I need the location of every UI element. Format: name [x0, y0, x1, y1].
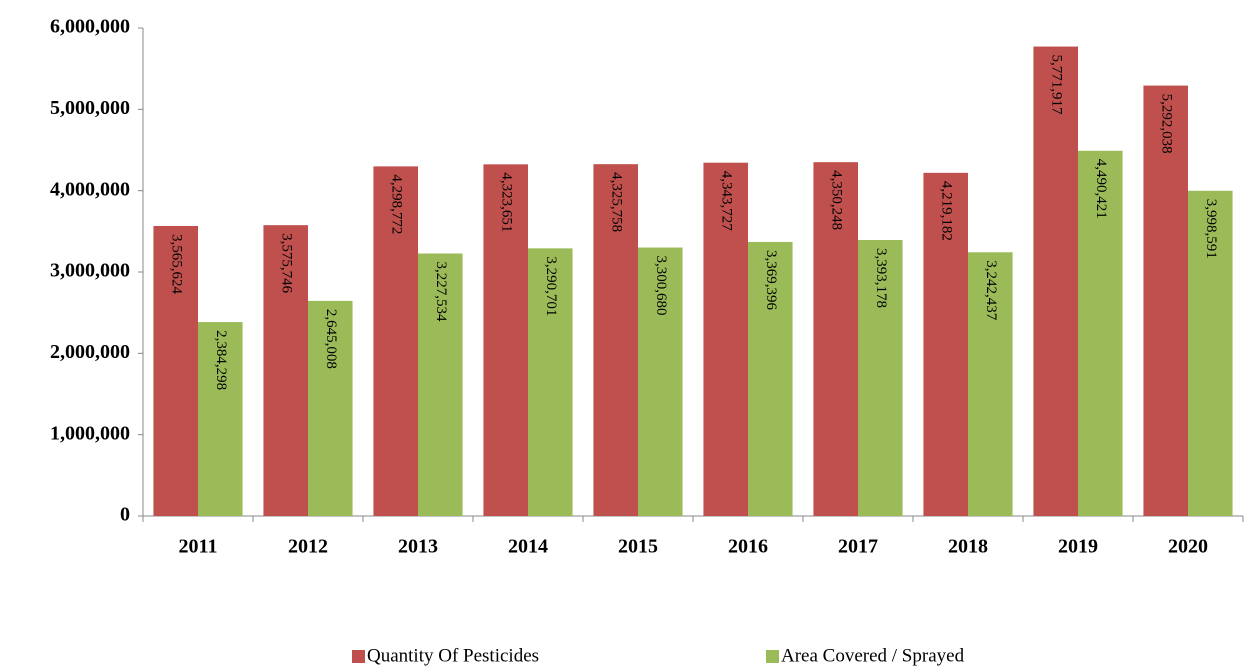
bar [813, 162, 858, 517]
value-label: 4,323,651 [498, 172, 514, 232]
bar [1078, 150, 1123, 516]
x-tick-label: 2013 [398, 536, 438, 558]
bar [703, 162, 748, 516]
legend-label: Area Covered / Sprayed [781, 645, 965, 666]
bar [968, 252, 1013, 516]
value-label: 2,384,298 [213, 330, 229, 390]
y-tick-label: 4,000,000 [50, 178, 130, 200]
value-label: 3,290,701 [543, 256, 559, 316]
y-tick-label: 0 [120, 504, 130, 526]
bar [198, 322, 243, 516]
bar [153, 225, 198, 516]
x-tick-label: 2012 [288, 536, 328, 558]
x-tick-label: 2016 [728, 536, 768, 558]
x-tick-label: 2020 [1168, 536, 1208, 558]
bar [638, 247, 683, 517]
bar [528, 248, 573, 516]
value-label: 2,645,008 [323, 309, 339, 369]
value-label: 3,393,178 [873, 248, 889, 308]
value-label: 4,298,772 [388, 174, 404, 234]
x-tick-label: 2014 [508, 536, 548, 558]
value-label: 4,350,248 [828, 170, 844, 230]
bar [373, 166, 418, 516]
value-label: 3,575,746 [278, 233, 294, 294]
x-tick-label: 2018 [948, 536, 988, 558]
bar [483, 164, 528, 516]
y-tick-label: 2,000,000 [50, 341, 130, 363]
legend-swatch [352, 650, 365, 663]
bar [1143, 85, 1188, 517]
value-label: 3,227,534 [433, 261, 449, 322]
y-tick-label: 1,000,000 [50, 422, 130, 444]
value-label: 3,242,437 [983, 260, 999, 321]
value-label: 5,771,917 [1048, 55, 1064, 116]
value-label: 3,300,680 [653, 256, 669, 316]
value-label: 3,998,591 [1203, 199, 1219, 259]
bar [593, 164, 638, 516]
bar [858, 240, 903, 516]
bar [418, 253, 463, 516]
bar [923, 172, 968, 517]
value-label: 3,369,396 [763, 250, 779, 311]
bar [1033, 46, 1078, 516]
y-tick-label: 5,000,000 [50, 97, 130, 119]
x-tick-label: 2015 [618, 536, 658, 558]
legend-label: Quantity Of Pesticides [367, 645, 539, 666]
value-label: 4,490,421 [1093, 159, 1109, 219]
value-label: 4,219,182 [938, 181, 954, 241]
x-tick-label: 2017 [838, 536, 878, 558]
legend-swatch [766, 650, 779, 663]
y-tick-label: 3,000,000 [50, 260, 130, 282]
value-label: 3,565,624 [168, 234, 184, 295]
bar [308, 300, 353, 516]
bar [748, 241, 793, 516]
bar [1188, 190, 1233, 517]
value-label: 4,343,727 [718, 171, 734, 232]
x-tick-label: 2011 [179, 536, 218, 558]
value-label: 5,292,038 [1158, 94, 1174, 154]
x-tick-label: 2019 [1058, 536, 1098, 558]
bar [263, 225, 308, 516]
y-tick-label: 6,000,000 [50, 16, 130, 38]
value-label: 4,325,758 [608, 172, 624, 232]
